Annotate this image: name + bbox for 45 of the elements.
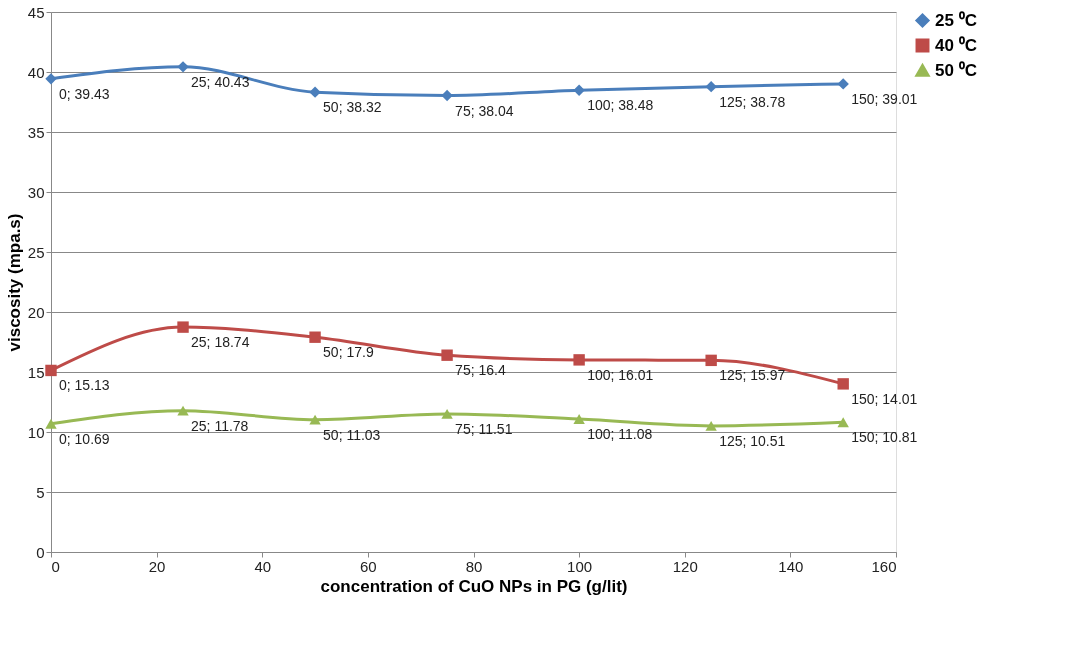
data-label: 100; 16.01 [587,366,654,383]
y-tick-label: 45 [27,3,45,21]
data-label: 50; 11.03 [323,426,381,443]
data-label: 50; 17.9 [323,344,374,361]
data-label: 75; 16.4 [455,362,506,379]
data-label: 0; 39.43 [59,85,110,102]
x-tick-label: 0 [51,557,60,575]
data-label: 50; 38.32 [323,99,382,116]
y-tick-label: 0 [36,543,45,561]
y-tick-label: 35 [27,123,45,141]
x-tick-label: 120 [672,557,698,575]
data-label: 0; 10.69 [59,430,110,447]
y-axis-title: viscosity (mpa.s) [4,213,24,352]
x-tick-label: 60 [360,557,377,575]
y-tick-label: 30 [27,183,45,201]
data-label: 150; 10.81 [851,429,918,446]
data-label: 150; 14.01 [851,390,918,407]
x-tick-label: 80 [465,557,483,575]
y-tick-label: 10 [27,423,45,441]
data-label: 25; 18.74 [191,334,250,351]
y-tick-label: 25 [27,243,45,261]
x-tick-label: 20 [148,557,166,575]
data-label: 100; 11.08 [587,426,653,443]
data-label: 25; 11.78 [191,417,249,434]
data-label: 75; 38.04 [455,102,514,119]
legend-label: 50 ⁰C [935,60,977,80]
y-tick-label: 15 [27,363,45,381]
data-label: 25; 40.43 [191,73,250,90]
data-label: 125; 38.78 [719,93,786,110]
y-tick-label: 5 [36,483,45,501]
data-label: 125; 10.51 [719,432,786,449]
data-label: 150; 39.01 [851,90,918,107]
data-label: 100; 38.48 [587,97,654,114]
x-tick-label: 100 [567,557,593,575]
data-label: 75; 11.51 [455,420,513,437]
legend-label: 40 ⁰C [935,35,977,55]
x-axis-title: concentration of CuO NPs in PG (g/lit) [320,576,628,596]
data-label: 125; 15.97 [719,367,786,384]
x-tick-label: 40 [254,557,272,575]
x-tick-label: 140 [778,557,804,575]
y-tick-label: 40 [27,63,45,81]
legend-label: 25 ⁰C [935,10,977,30]
x-tick-label: 160 [871,557,897,575]
y-tick-label: 20 [27,303,45,321]
data-label: 0; 15.13 [59,377,110,394]
